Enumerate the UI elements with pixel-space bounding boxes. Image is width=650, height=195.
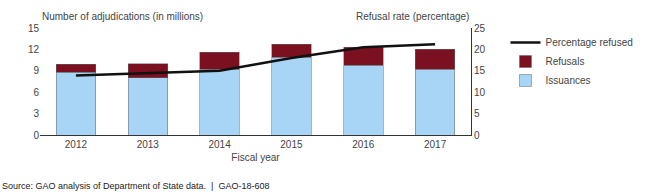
svg-text:9: 9 (33, 65, 39, 76)
svg-text:Refusal rate (percentage): Refusal rate (percentage) (356, 11, 469, 22)
svg-text:25: 25 (474, 23, 486, 34)
svg-text:Source: GAO analysis of Depart: Source: GAO analysis of Department of St… (2, 181, 269, 191)
svg-text:2015: 2015 (280, 139, 303, 150)
svg-text:5: 5 (474, 108, 480, 119)
svg-text:3: 3 (33, 108, 39, 119)
svg-text:12: 12 (28, 44, 40, 55)
svg-text:15: 15 (474, 65, 486, 76)
svg-text:15: 15 (28, 23, 40, 34)
svg-text:6: 6 (33, 87, 39, 98)
svg-text:Issuances: Issuances (545, 75, 590, 86)
svg-text:0: 0 (33, 130, 39, 141)
svg-text:2014: 2014 (208, 139, 231, 150)
svg-text:Fiscal year: Fiscal year (231, 152, 280, 163)
svg-text:0: 0 (474, 130, 480, 141)
svg-text:2016: 2016 (352, 139, 375, 150)
svg-text:10: 10 (474, 87, 486, 98)
svg-text:Percentage refused: Percentage refused (545, 37, 632, 48)
svg-text:Number of adjudications (in mi: Number of adjudications (in millions) (42, 11, 203, 22)
svg-text:2012: 2012 (65, 139, 88, 150)
svg-text:2017: 2017 (424, 139, 447, 150)
svg-text:Refusals: Refusals (545, 56, 584, 67)
svg-text:20: 20 (474, 44, 486, 55)
svg-text:2013: 2013 (137, 139, 160, 150)
